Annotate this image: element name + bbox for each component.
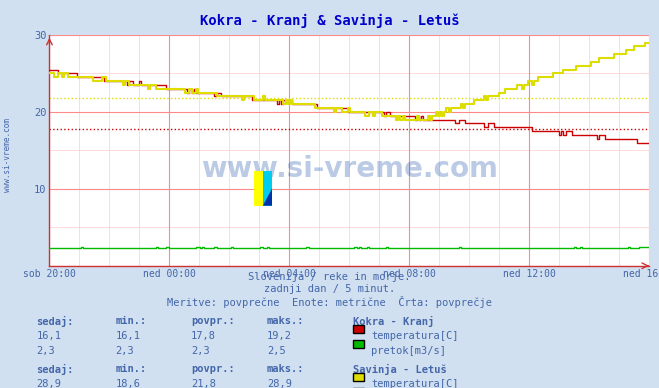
Text: min.:: min.: bbox=[115, 316, 146, 326]
Text: www.si-vreme.com: www.si-vreme.com bbox=[201, 155, 498, 183]
Text: 2,5: 2,5 bbox=[267, 346, 285, 356]
Text: 17,8: 17,8 bbox=[191, 331, 216, 341]
Text: temperatura[C]: temperatura[C] bbox=[371, 331, 459, 341]
Text: pretok[m3/s]: pretok[m3/s] bbox=[371, 346, 446, 356]
Text: 2,3: 2,3 bbox=[36, 346, 55, 356]
Polygon shape bbox=[263, 171, 272, 206]
Text: 19,2: 19,2 bbox=[267, 331, 292, 341]
Text: 28,9: 28,9 bbox=[36, 379, 61, 388]
Text: 28,9: 28,9 bbox=[267, 379, 292, 388]
Text: sedaj:: sedaj: bbox=[36, 316, 74, 327]
Text: temperatura[C]: temperatura[C] bbox=[371, 379, 459, 388]
Text: Kokra - Kranj: Kokra - Kranj bbox=[353, 316, 434, 327]
Text: www.si-vreme.com: www.si-vreme.com bbox=[3, 118, 13, 192]
Text: Slovenija / reke in morje.: Slovenija / reke in morje. bbox=[248, 272, 411, 282]
Text: sedaj:: sedaj: bbox=[36, 364, 74, 375]
Text: 16,1: 16,1 bbox=[115, 331, 140, 341]
Text: 18,6: 18,6 bbox=[115, 379, 140, 388]
Text: zadnji dan / 5 minut.: zadnji dan / 5 minut. bbox=[264, 284, 395, 294]
Text: 2,3: 2,3 bbox=[115, 346, 134, 356]
Polygon shape bbox=[263, 188, 272, 206]
Text: Meritve: povprečne  Enote: metrične  Črta: povprečje: Meritve: povprečne Enote: metrične Črta:… bbox=[167, 296, 492, 308]
Text: 2,3: 2,3 bbox=[191, 346, 210, 356]
Text: povpr.:: povpr.: bbox=[191, 364, 235, 374]
Text: maks.:: maks.: bbox=[267, 364, 304, 374]
Text: 21,8: 21,8 bbox=[191, 379, 216, 388]
Text: maks.:: maks.: bbox=[267, 316, 304, 326]
Text: Savinja - Letuš: Savinja - Letuš bbox=[353, 364, 446, 375]
Text: min.:: min.: bbox=[115, 364, 146, 374]
Text: 16,1: 16,1 bbox=[36, 331, 61, 341]
Text: Kokra - Kranj & Savinja - Letuš: Kokra - Kranj & Savinja - Letuš bbox=[200, 14, 459, 28]
Text: povpr.:: povpr.: bbox=[191, 316, 235, 326]
